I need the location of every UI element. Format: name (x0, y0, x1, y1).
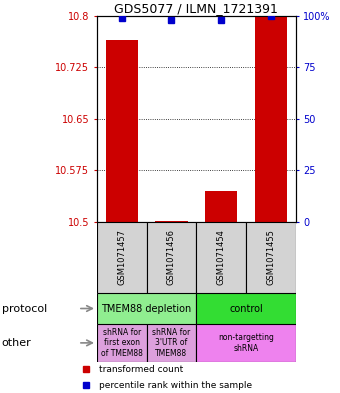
Text: percentile rank within the sample: percentile rank within the sample (99, 381, 253, 389)
Text: shRNA for
first exon
of TMEM88: shRNA for first exon of TMEM88 (101, 328, 143, 358)
Text: protocol: protocol (2, 303, 47, 314)
Bar (97, 222, 147, 293)
Text: control: control (229, 303, 263, 314)
Bar (147, 324, 197, 362)
Text: GSM1071454: GSM1071454 (217, 230, 226, 285)
Bar (196, 324, 296, 362)
Bar (255, 16, 287, 222)
Bar (196, 222, 246, 293)
Text: other: other (2, 338, 31, 348)
Bar (147, 222, 197, 293)
Bar (246, 222, 296, 293)
Text: GSM1071455: GSM1071455 (267, 230, 275, 285)
Text: transformed count: transformed count (99, 365, 184, 374)
Bar (155, 220, 188, 222)
Text: GSM1071457: GSM1071457 (117, 230, 126, 285)
Text: non-targetting
shRNA: non-targetting shRNA (218, 333, 274, 353)
Text: GSM1071456: GSM1071456 (167, 230, 176, 285)
Text: shRNA for
3'UTR of
TMEM88: shRNA for 3'UTR of TMEM88 (152, 328, 191, 358)
Bar (97, 293, 196, 324)
Bar (205, 191, 237, 222)
Bar (106, 40, 138, 222)
Text: TMEM88 depletion: TMEM88 depletion (102, 303, 192, 314)
Bar (196, 293, 296, 324)
Bar (97, 324, 147, 362)
Title: GDS5077 / ILMN_1721391: GDS5077 / ILMN_1721391 (115, 2, 278, 15)
